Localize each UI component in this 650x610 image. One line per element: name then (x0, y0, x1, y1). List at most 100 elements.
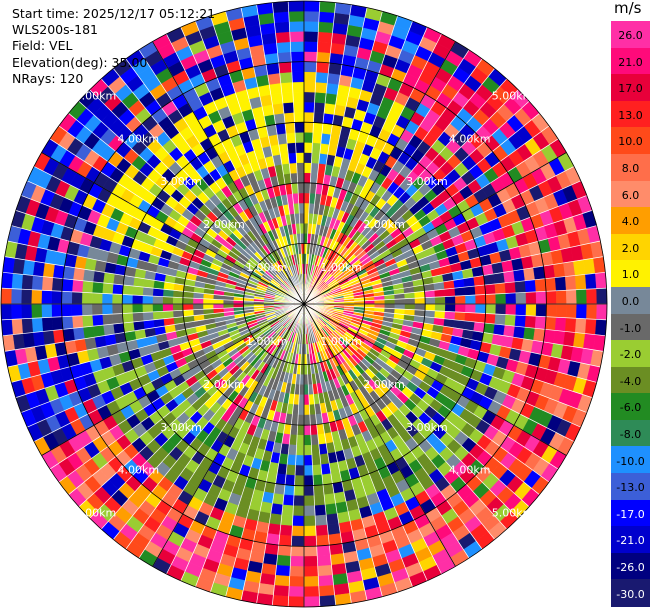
ppi-gate (286, 454, 297, 466)
ppi-gate (404, 297, 416, 305)
ppi-gate (292, 515, 305, 527)
ppi-gate (483, 273, 496, 286)
ppi-gate (81, 292, 93, 305)
ppi-gate (318, 11, 335, 23)
ppi-gate (10, 288, 22, 305)
ray-separator (303, 303, 575, 442)
ppi-gate (182, 297, 194, 305)
ppi-gate (434, 303, 446, 312)
ray-separator (303, 4, 352, 305)
ppi-gate (314, 81, 328, 94)
ppi-gate (553, 330, 566, 346)
ppi-gate (316, 51, 331, 64)
ppi-gate (434, 296, 446, 305)
ppi-gate (303, 434, 312, 446)
ray-separator (303, 303, 559, 470)
ppi-gate (318, 21, 334, 34)
ppi-gate (91, 303, 103, 316)
ppi-gate (42, 330, 55, 346)
ppi-gate (485, 303, 497, 315)
ppi-gate (293, 101, 305, 113)
ppi-gate (31, 289, 43, 305)
ppi-gate (294, 465, 305, 476)
ppi-gate (318, 574, 334, 587)
range-ring-label: 4.00km (449, 464, 491, 477)
ppi-gate (585, 273, 597, 290)
ppi-gate (293, 485, 305, 497)
elevation-label: Elevation(deg): 35.00 (12, 54, 148, 70)
ppi-gate (475, 303, 487, 314)
ppi-gate (303, 91, 316, 103)
ppi-gate (101, 293, 113, 305)
ppi-gate (112, 283, 124, 295)
ray-separator (303, 27, 428, 305)
ppi-gate (132, 303, 143, 314)
ppi-gate (61, 291, 73, 305)
range-ring-label: 2.00km (363, 378, 405, 391)
ray-separator (303, 210, 593, 305)
ppi-gate (523, 326, 536, 341)
ppi-gate (444, 303, 456, 313)
ppi-gate (282, 102, 295, 114)
ppi-gate (503, 270, 516, 284)
ray-separator (303, 287, 607, 305)
ppi-gate (275, 564, 291, 577)
ppi-gate (297, 404, 305, 416)
ppi-gate (288, 20, 305, 32)
ppi-gate (102, 323, 115, 336)
ppi-gate (311, 454, 322, 466)
ppi-gate (535, 291, 547, 305)
ppi-gate (20, 288, 32, 305)
ppi-gate (287, 444, 297, 456)
ppi-gate (303, 81, 316, 93)
ray-separator (303, 15, 398, 305)
colorbar-tick-label: 6.0 (621, 188, 640, 202)
ppi-gate (317, 31, 333, 44)
colorbar-tick-label: -13.0 (616, 481, 645, 495)
ppi-gate (303, 565, 319, 577)
ppi-gate (280, 514, 294, 527)
ppi-gate (0, 303, 12, 321)
ppi-gate (534, 278, 547, 293)
range-ring-label: 2.00km (203, 218, 245, 231)
range-ring-label: 4.00km (449, 132, 491, 145)
ppi-gate (303, 485, 315, 497)
ppi-gate (102, 272, 115, 285)
ppi-gate (454, 311, 466, 322)
ppi-gate (454, 286, 466, 297)
ppi-gates (0, 0, 608, 608)
range-ring-label: 1.00km (246, 261, 288, 274)
ppi-gate (277, 544, 292, 557)
ppi-gate (272, 595, 289, 607)
ppi-gate (82, 268, 95, 283)
ppi-gate (303, 535, 317, 547)
ppi-gate (303, 121, 314, 133)
ppi-gate (61, 278, 74, 293)
ppi-gate (505, 292, 517, 305)
range-ring-label: 3.00km (406, 421, 448, 434)
ppi-gate (493, 323, 506, 336)
range-ring-label: 4.00km (118, 132, 160, 145)
ppi-gate (290, 555, 305, 567)
ppi-gate (289, 31, 305, 43)
ppi-gate (92, 270, 105, 284)
ppi-gate (297, 414, 305, 426)
ppi-gate (41, 276, 54, 292)
ray-separator (303, 11, 383, 305)
ppi-gate (303, 475, 314, 487)
instrument-label: WLS200s-181 (12, 22, 98, 38)
ppi-gate (51, 277, 64, 292)
ppi-gate (72, 326, 85, 341)
ppi-gate (595, 319, 607, 336)
ppi-gate (312, 132, 323, 144)
ppi-gate (475, 294, 487, 305)
ppi-gate (464, 312, 476, 323)
ppi-gate (565, 303, 577, 319)
ppi-gate (514, 314, 527, 328)
ppi-gate (444, 295, 456, 305)
ppi-gate (296, 172, 305, 184)
ppi-gate (31, 275, 44, 291)
ray-separator (303, 303, 383, 597)
ppi-gate (534, 315, 547, 330)
range-ring-label: 2.00km (363, 218, 405, 231)
